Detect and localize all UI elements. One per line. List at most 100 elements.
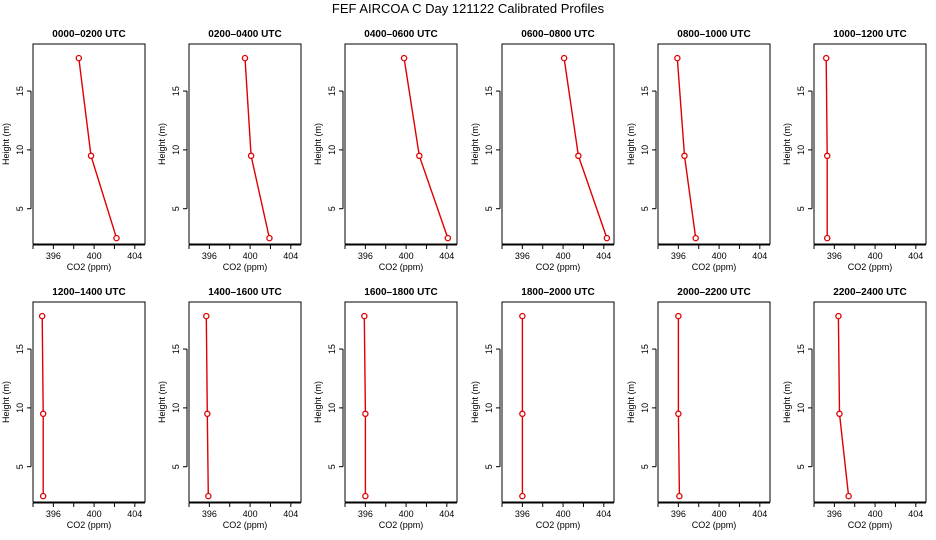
y-tick-label: 5 [484, 464, 494, 469]
x-tick-label: 404 [439, 509, 454, 519]
y-axis-label: Height (m) [470, 123, 480, 165]
x-axis-label: CO2 (ppm) [223, 262, 268, 272]
data-point [362, 410, 369, 418]
profile-line [363, 316, 367, 497]
x-tick-label: 404 [283, 251, 298, 261]
profile-line [837, 316, 850, 497]
y-tick-label: 10 [640, 145, 650, 155]
y-tick-label: 5 [327, 464, 337, 469]
data-point [241, 54, 249, 62]
y-tick-label: 10 [796, 145, 806, 155]
x-tick-label: 404 [596, 251, 611, 261]
plot-frame [32, 43, 146, 245]
y-tick-label: 5 [171, 206, 181, 211]
plot-frame [657, 43, 771, 245]
y-tick-label: 5 [15, 206, 25, 211]
x-tick-label: 400 [399, 509, 414, 519]
y-axis-label: Height (m) [782, 123, 792, 165]
data-point [204, 410, 211, 418]
x-axis-label: CO2 (ppm) [67, 520, 112, 530]
data-point [87, 152, 95, 160]
x-axis-label: CO2 (ppm) [692, 262, 737, 272]
y-tick-label: 10 [640, 403, 650, 413]
y-axis-label: Height (m) [470, 381, 480, 423]
y-tick-label: 15 [484, 86, 494, 96]
y-tick-label: 10 [15, 145, 25, 155]
y-axis-label: Height (m) [157, 123, 167, 165]
data-point [675, 410, 682, 418]
x-tick-label: 396 [515, 251, 530, 261]
data-point [835, 312, 842, 320]
y-tick-label: 5 [484, 206, 494, 211]
data-point [681, 152, 688, 160]
plot-frame [32, 301, 146, 503]
y-tick-label: 10 [327, 145, 337, 155]
y-axis-label: Height (m) [313, 381, 323, 423]
x-tick-label: 404 [752, 509, 767, 519]
plot-frame [188, 43, 302, 245]
y-tick-label: 15 [484, 344, 494, 354]
data-point [692, 234, 699, 242]
y-tick-label: 10 [484, 145, 494, 155]
y-tick-label: 15 [640, 344, 650, 354]
data-point [519, 312, 526, 320]
plot-frame [501, 43, 615, 245]
panel-title: 0600–0800 UTC [521, 29, 594, 40]
y-tick-label: 10 [327, 403, 337, 413]
panel-title: 1400–1600 UTC [208, 287, 281, 298]
profile-line [205, 316, 209, 497]
y-tick-label: 15 [171, 86, 181, 96]
data-point [205, 492, 212, 500]
y-axis-label: Height (m) [313, 123, 323, 165]
y-tick-label: 15 [796, 344, 806, 354]
y-tick-label: 5 [640, 464, 650, 469]
data-point [400, 54, 408, 62]
panel-title: 0000–0200 UTC [52, 29, 125, 40]
panel-title: 1200–1400 UTC [52, 287, 125, 298]
data-point [836, 410, 843, 418]
x-tick-label: 400 [243, 509, 258, 519]
plot-frame [813, 43, 927, 245]
data-point [39, 492, 47, 500]
plot-frame [657, 301, 771, 503]
profile-line [41, 316, 44, 497]
data-point [845, 492, 852, 500]
plot-frame [344, 301, 458, 503]
x-tick-label: 400 [868, 251, 883, 261]
data-point [674, 54, 681, 62]
x-tick-label: 400 [399, 251, 414, 261]
x-tick-label: 396 [358, 509, 373, 519]
data-point [361, 312, 368, 320]
profile-line [677, 316, 681, 497]
x-tick-label: 404 [439, 251, 454, 261]
data-point [823, 234, 831, 242]
y-tick-label: 10 [171, 403, 181, 413]
x-tick-label: 400 [712, 509, 727, 519]
profile-line [244, 58, 271, 239]
y-axis-label: Height (m) [1, 123, 11, 165]
x-axis-label: CO2 (ppm) [536, 520, 581, 530]
y-tick-label: 15 [15, 86, 25, 96]
y-axis-label: Height (m) [626, 381, 636, 423]
y-tick-label: 10 [484, 403, 494, 413]
panel-title: 0200–0400 UTC [208, 29, 281, 40]
x-tick-label: 400 [556, 509, 571, 519]
y-tick-label: 15 [171, 344, 181, 354]
x-tick-label: 396 [827, 251, 842, 261]
data-point [38, 312, 46, 320]
y-tick-label: 5 [796, 464, 806, 469]
data-point [676, 492, 683, 500]
panel-title: 0400–0600 UTC [364, 29, 437, 40]
x-tick-label: 396 [671, 509, 686, 519]
plot-frame [501, 301, 615, 503]
x-axis-label: CO2 (ppm) [67, 262, 112, 272]
data-point [822, 54, 830, 62]
y-tick-label: 15 [327, 344, 337, 354]
plot-frame [188, 301, 302, 503]
x-tick-label: 396 [46, 509, 61, 519]
x-axis-label: CO2 (ppm) [848, 262, 893, 272]
x-tick-label: 396 [671, 251, 686, 261]
panel-title: 2200–2400 UTC [833, 287, 906, 298]
y-tick-label: 5 [15, 464, 25, 469]
data-point [362, 492, 369, 500]
